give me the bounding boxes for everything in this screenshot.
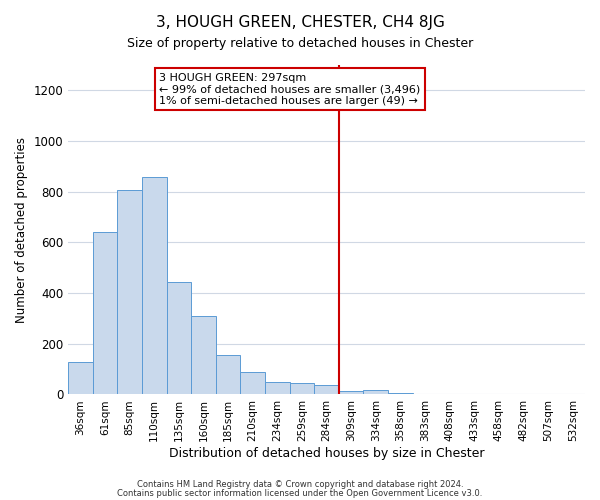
Bar [265, 382, 290, 394]
Bar [167, 282, 191, 395]
Text: Size of property relative to detached houses in Chester: Size of property relative to detached ho… [127, 38, 473, 51]
Bar [241, 372, 265, 394]
Bar [339, 390, 364, 394]
Bar [68, 362, 93, 394]
Bar [314, 385, 339, 394]
Bar [118, 190, 142, 394]
Text: 3, HOUGH GREEN, CHESTER, CH4 8JG: 3, HOUGH GREEN, CHESTER, CH4 8JG [155, 15, 445, 30]
X-axis label: Distribution of detached houses by size in Chester: Distribution of detached houses by size … [169, 447, 484, 460]
Y-axis label: Number of detached properties: Number of detached properties [15, 136, 28, 322]
Text: 3 HOUGH GREEN: 297sqm
← 99% of detached houses are smaller (3,496)
1% of semi-de: 3 HOUGH GREEN: 297sqm ← 99% of detached … [159, 72, 421, 106]
Text: Contains public sector information licensed under the Open Government Licence v3: Contains public sector information licen… [118, 488, 482, 498]
Bar [388, 392, 413, 394]
Bar [142, 176, 167, 394]
Bar [290, 383, 314, 394]
Bar [216, 355, 241, 395]
Text: Contains HM Land Registry data © Crown copyright and database right 2024.: Contains HM Land Registry data © Crown c… [137, 480, 463, 489]
Bar [93, 232, 118, 394]
Bar [191, 316, 216, 394]
Bar [364, 390, 388, 394]
